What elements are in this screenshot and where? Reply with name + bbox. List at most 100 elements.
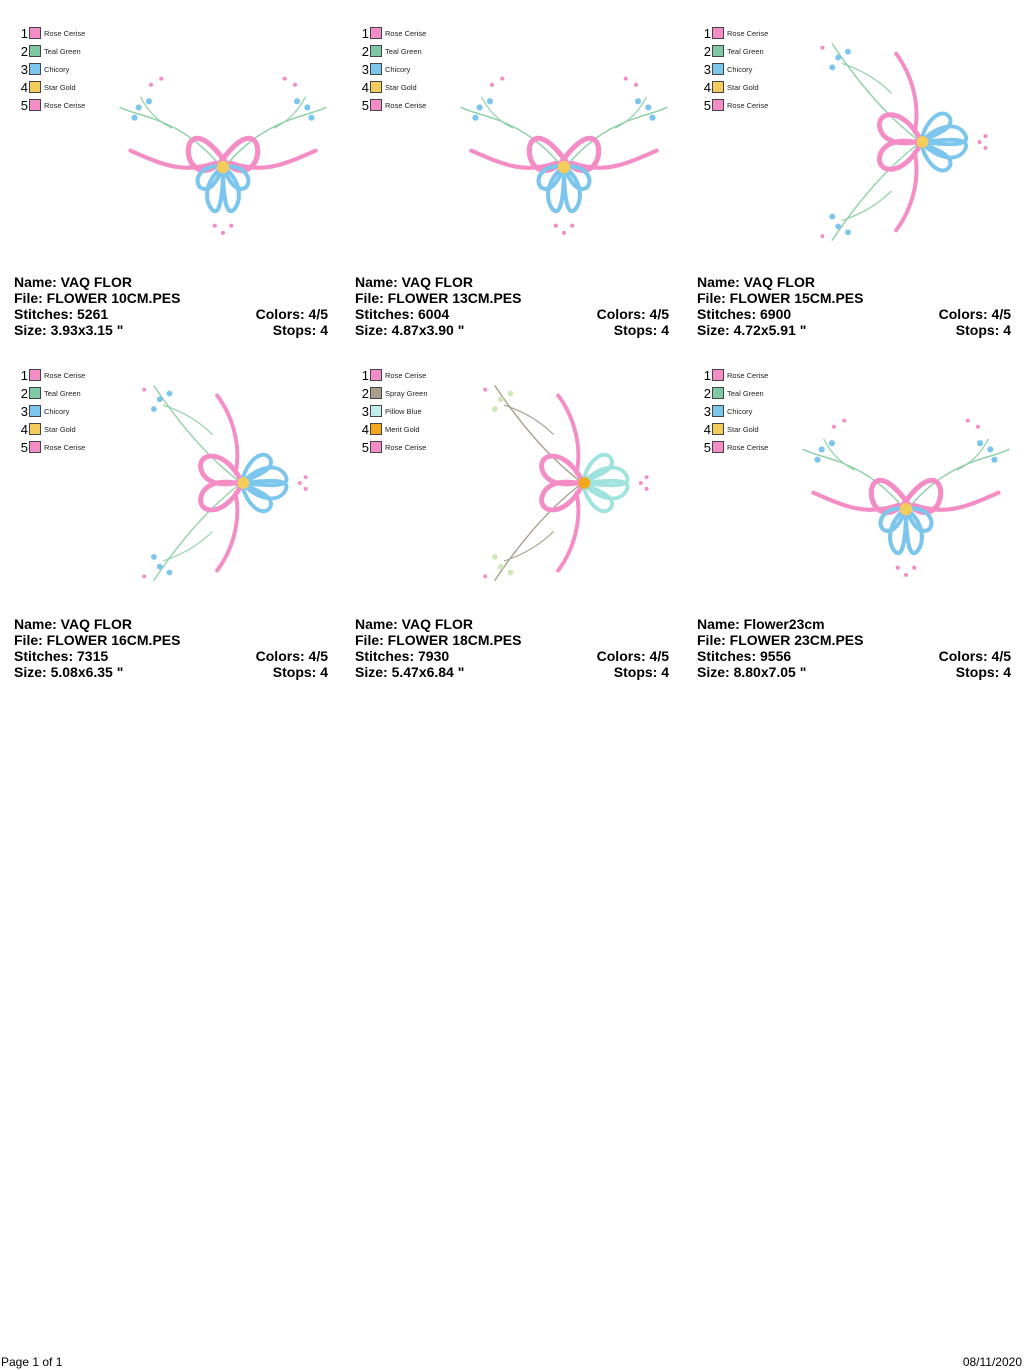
legend-number: 2 [20, 385, 28, 401]
thread-name: Spray Green [385, 388, 428, 398]
design-name: Name: VAQ FLOR [14, 274, 132, 290]
thread-name: Teal Green [44, 46, 81, 56]
legend-number: 1 [361, 367, 369, 383]
color-swatch [712, 387, 724, 399]
color-swatch [29, 441, 41, 453]
thread-name: Rose Cerise [44, 370, 86, 380]
thread-legend: 1 Rose Cerise 2 Teal Green 3 Chicory 4 Star … [703, 24, 769, 114]
design-card-3: 1 Rose Cerise 2 Teal Green 3 Chicory 4 Star … [697, 16, 1013, 346]
design-size: Size: 4.87x3.90 " [355, 322, 465, 338]
embroidery-preview-crescent [820, 43, 988, 241]
legend-row: 3 Chicory [703, 60, 768, 78]
thread-name: Star Gold [44, 82, 76, 92]
color-count: Colors: 4/5 [938, 648, 1011, 664]
thread-name: Star Gold [44, 424, 76, 434]
legend-row: 2 Teal Green [361, 42, 426, 60]
stitch-count: Stitches: 6004 [355, 306, 450, 322]
embroidery-preview-crescent [142, 385, 308, 581]
legend-row: 5 Rose Cerise [20, 438, 86, 456]
legend-number: 4 [703, 421, 711, 437]
legend-row: 2 Teal Green [20, 384, 85, 402]
thread-name: Rose Cerise [385, 442, 427, 452]
color-swatch [712, 369, 724, 381]
thread-name: Rose Cerise [727, 370, 769, 380]
stitch-count: Stitches: 6900 [697, 306, 792, 322]
color-swatch [29, 81, 41, 93]
design-card-6: 1 Rose Cerise 2 Teal Green 3 Chicory 4 Star … [697, 358, 1013, 688]
design-name: Name: Flower23cm [697, 616, 825, 632]
color-swatch [29, 27, 41, 39]
legend-row: 5 Rose Cerise [20, 96, 86, 114]
design-size: Size: 3.93x3.15 " [14, 322, 124, 338]
legend-row: 1 Rose Cerise [20, 366, 86, 384]
thread-name: Rose Cerise [385, 100, 427, 110]
legend-number: 4 [361, 421, 369, 437]
stop-count: Stops: 4 [613, 664, 669, 680]
color-swatch [370, 369, 382, 381]
stop-count: Stops: 4 [272, 322, 328, 338]
thread-name: Rose Cerise [727, 442, 769, 452]
legend-row: 4 Star Gold [703, 78, 768, 96]
legend-number: 5 [361, 439, 369, 455]
thread-legend: 1 Rose Cerise 2 Spray Green 3 Pillow Blue 4… [361, 366, 428, 456]
stop-count: Stops: 4 [613, 322, 669, 338]
legend-row: 5 Rose Cerise [361, 96, 427, 114]
legend-number: 2 [361, 385, 369, 401]
color-count: Colors: 4/5 [596, 648, 669, 664]
thread-name: Rose Cerise [385, 370, 427, 380]
design-card-4: 1 Rose Cerise 2 Teal Green 3 Chicory 4 Star … [14, 358, 330, 688]
color-swatch [29, 423, 41, 435]
design-info: Name: VAQ FLOR File: FLOWER 18CM.PES Sti… [355, 616, 669, 680]
color-swatch [712, 45, 724, 57]
legend-number: 2 [20, 43, 28, 59]
file-name: File: FLOWER 18CM.PES [355, 632, 522, 648]
legend-number: 2 [361, 43, 369, 59]
thread-name: Chicory [44, 406, 70, 416]
legend-number: 5 [703, 97, 711, 113]
color-swatch [29, 387, 41, 399]
color-count: Colors: 4/5 [938, 306, 1011, 322]
color-swatch [712, 405, 724, 417]
thread-name: Merit Gold [385, 424, 420, 434]
legend-number: 2 [703, 385, 711, 401]
design-card-2: 1 Rose Cerise 2 Teal Green 3 Chicory 4 Star … [355, 16, 671, 346]
design-info: Name: VAQ FLOR File: FLOWER 13CM.PES Sti… [355, 274, 669, 338]
embroidery-preview-bow [802, 418, 1010, 577]
design-size: Size: 8.80x7.05 " [697, 664, 807, 680]
legend-number: 1 [703, 367, 711, 383]
thread-name: Star Gold [727, 82, 759, 92]
thread-legend: 1 Rose Cerise 2 Teal Green 3 Chicory 4 Star … [20, 24, 86, 114]
thread-name: Chicory [385, 64, 411, 74]
color-count: Colors: 4/5 [596, 306, 669, 322]
legend-number: 1 [361, 25, 369, 41]
thread-name: Rose Cerise [44, 100, 86, 110]
legend-row: 4 Star Gold [361, 78, 426, 96]
thread-name: Pillow Blue [385, 406, 422, 416]
legend-number: 5 [20, 97, 28, 113]
legend-number: 3 [703, 61, 711, 77]
legend-row: 2 Teal Green [703, 384, 768, 402]
legend-row: 4 Star Gold [703, 420, 768, 438]
thread-name: Star Gold [727, 424, 759, 434]
legend-number: 1 [703, 25, 711, 41]
legend-number: 3 [361, 61, 369, 77]
thread-legend: 1 Rose Cerise 2 Teal Green 3 Chicory 4 Star … [703, 366, 769, 456]
design-size: Size: 5.08x6.35 " [14, 664, 124, 680]
legend-row: 3 Chicory [361, 60, 426, 78]
color-count: Colors: 4/5 [255, 306, 328, 322]
legend-row: 2 Teal Green [20, 42, 85, 60]
thread-name: Rose Cerise [727, 28, 769, 38]
legend-number: 4 [703, 79, 711, 95]
embroidery-preview-bow [119, 76, 327, 235]
stitch-count: Stitches: 7315 [14, 648, 109, 664]
design-name: Name: VAQ FLOR [355, 616, 473, 632]
design-card-5: 1 Rose Cerise 2 Spray Green 3 Pillow Blue 4… [355, 358, 671, 688]
thread-legend: 1 Rose Cerise 2 Teal Green 3 Chicory 4 Star … [20, 366, 86, 456]
legend-number: 4 [20, 79, 28, 95]
legend-row: 3 Pillow Blue [361, 402, 428, 420]
thread-name: Rose Cerise [385, 28, 427, 38]
thread-name: Teal Green [385, 46, 422, 56]
color-swatch [370, 27, 382, 39]
color-swatch [370, 387, 382, 399]
legend-row: 1 Rose Cerise [361, 366, 428, 384]
